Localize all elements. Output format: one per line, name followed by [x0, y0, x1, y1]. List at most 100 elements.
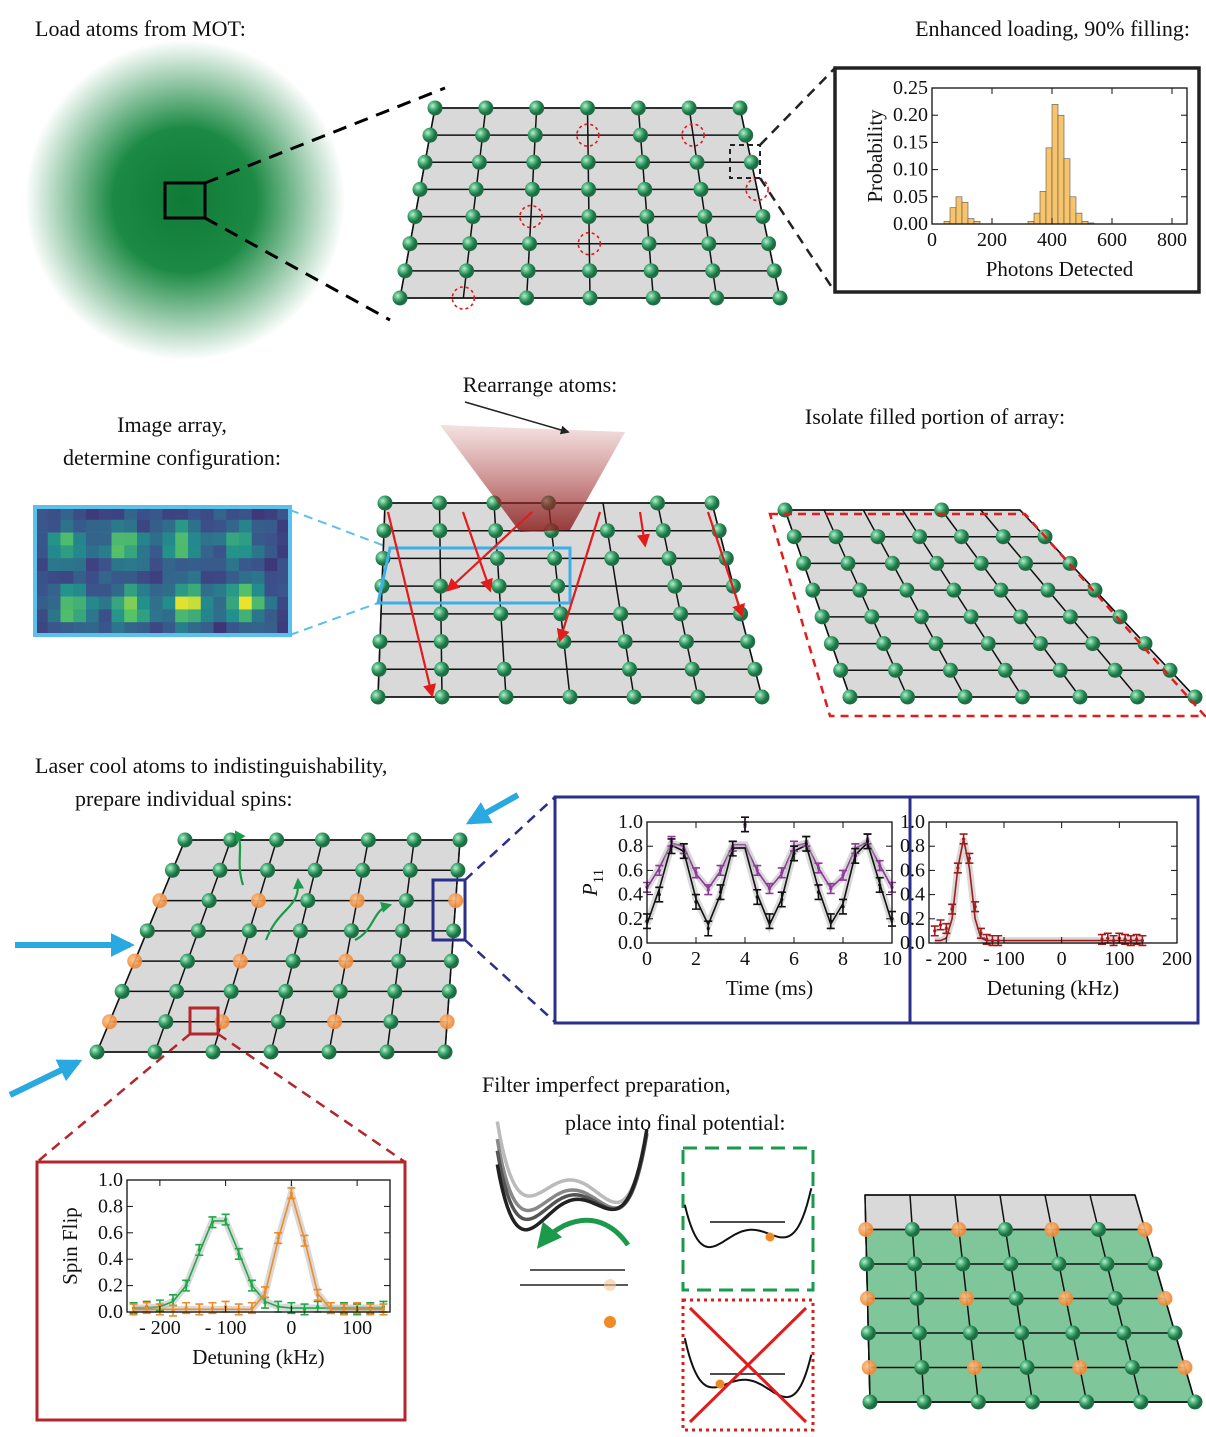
atom: [433, 579, 448, 594]
atom: [1133, 1395, 1148, 1410]
atom: [435, 690, 450, 705]
caption: Rearrange atoms:: [463, 372, 618, 397]
atom: [738, 128, 753, 143]
image-pixel: [252, 558, 265, 571]
x-tick-label: - 200: [925, 948, 967, 970]
point: [316, 1305, 319, 1308]
image-pixel: [239, 533, 252, 546]
bar: [950, 208, 956, 224]
atom: [583, 291, 598, 306]
atom: [378, 496, 393, 511]
atom: [1085, 636, 1100, 651]
y-axis-label-main: Probability: [863, 109, 887, 203]
inset-frame: [37, 1162, 405, 1420]
point: [694, 900, 697, 903]
atom: [996, 529, 1011, 544]
x-axis-label: Photons Detected: [986, 257, 1134, 281]
atom: [528, 128, 543, 143]
atom: [1073, 690, 1088, 705]
image-pixel: [61, 571, 74, 584]
image-pixel: [175, 533, 188, 546]
point: [968, 857, 971, 860]
atom: [967, 1360, 982, 1375]
point: [991, 939, 994, 942]
point: [956, 866, 959, 869]
image-pixel: [86, 558, 99, 571]
atom: [705, 496, 720, 511]
point: [369, 1308, 372, 1311]
atom: [1072, 1360, 1087, 1375]
atom: [582, 263, 597, 278]
atom: [493, 606, 508, 621]
atom: [453, 833, 468, 848]
atom: [914, 609, 929, 624]
atom: [744, 155, 759, 170]
point: [250, 1284, 253, 1287]
atom: [462, 236, 477, 251]
atom: [407, 833, 422, 848]
atom: [613, 606, 628, 621]
atom: [529, 101, 544, 116]
atom: [580, 101, 595, 116]
caption: Isolate filled portion of array:: [805, 404, 1065, 429]
atom: [271, 1014, 286, 1029]
point: [1112, 939, 1115, 942]
atom: [224, 984, 239, 999]
image-pixel: [99, 545, 112, 558]
image-pixel: [188, 609, 201, 622]
point: [878, 864, 881, 867]
image-pixel: [112, 533, 125, 546]
atom: [278, 984, 293, 999]
image-pixel: [48, 520, 61, 533]
atom: [490, 551, 505, 566]
caption: determine configuration:: [63, 445, 281, 470]
atom: [444, 954, 459, 969]
image-pixel: [252, 597, 265, 610]
image-pixel: [163, 584, 176, 597]
atom: [959, 1291, 974, 1306]
atom: [697, 209, 712, 224]
image-pixel: [163, 520, 176, 533]
image-pixel: [226, 597, 239, 610]
atom: [693, 182, 708, 197]
image-pixel: [150, 558, 163, 571]
image-pixel: [175, 584, 188, 597]
image-pixel: [124, 558, 137, 571]
atom: [469, 182, 484, 197]
atom: [418, 155, 433, 170]
atom: [102, 1014, 117, 1029]
image-pixel: [226, 609, 239, 622]
atom: [372, 662, 387, 677]
atom: [914, 1360, 929, 1375]
atom: [958, 690, 973, 705]
caption: Image array,: [117, 412, 227, 437]
point: [780, 898, 783, 901]
atom: [223, 833, 238, 848]
atom-spin: [604, 1316, 616, 1328]
x-tick-label: 200: [977, 229, 1007, 251]
atom: [905, 1222, 920, 1237]
point: [707, 927, 710, 930]
atom: [998, 663, 1013, 678]
image-pixel: [214, 533, 227, 546]
y-axis-label-sub: 11: [591, 869, 607, 883]
image-pixel: [124, 584, 137, 597]
atom: [1014, 1326, 1029, 1341]
atom: [446, 923, 461, 938]
atom: [90, 1045, 105, 1060]
atom: [1058, 1291, 1073, 1306]
y-tick-label: 0.05: [893, 186, 928, 208]
image-pixel: [73, 597, 86, 610]
zoom-line: [290, 603, 378, 635]
image-pixel: [239, 558, 252, 571]
atom: [434, 634, 449, 649]
bar: [1034, 213, 1040, 224]
atom: [442, 984, 457, 999]
image-pixel: [214, 558, 227, 571]
image-pixel: [252, 584, 265, 597]
image-pixel: [201, 609, 214, 622]
image-pixel: [99, 609, 112, 622]
atom: [395, 923, 410, 938]
atom: [951, 1222, 966, 1237]
image-pixel: [163, 609, 176, 622]
